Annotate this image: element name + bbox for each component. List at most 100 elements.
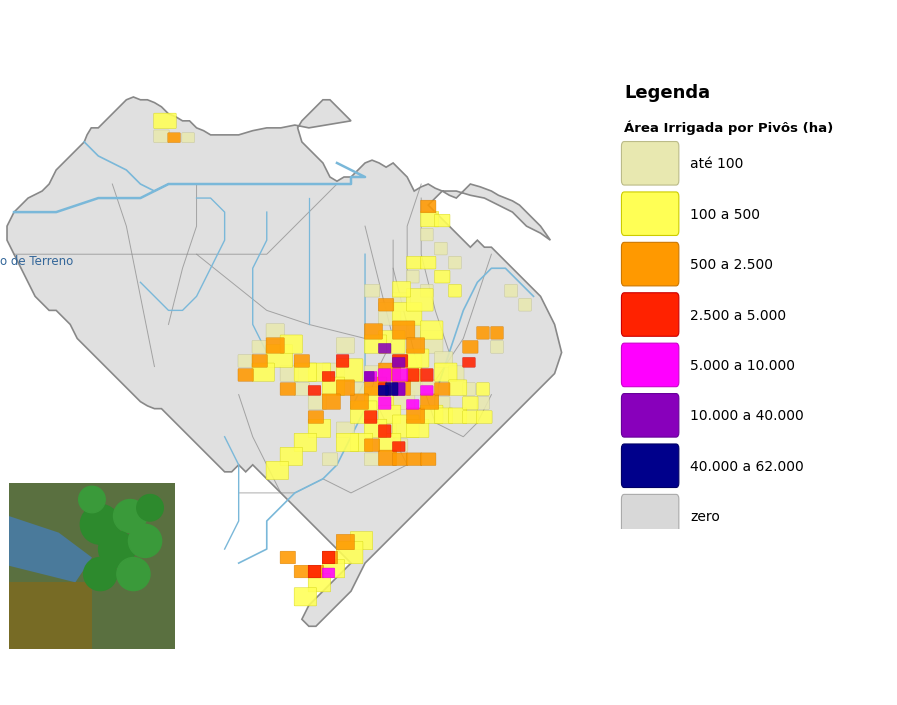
FancyBboxPatch shape <box>421 331 443 353</box>
FancyBboxPatch shape <box>309 419 331 437</box>
Polygon shape <box>9 516 91 582</box>
FancyBboxPatch shape <box>252 341 267 353</box>
FancyBboxPatch shape <box>153 130 170 142</box>
FancyBboxPatch shape <box>406 324 422 339</box>
FancyBboxPatch shape <box>309 363 331 381</box>
FancyBboxPatch shape <box>294 383 309 396</box>
FancyBboxPatch shape <box>476 383 489 396</box>
FancyBboxPatch shape <box>434 383 450 396</box>
FancyBboxPatch shape <box>392 355 408 367</box>
FancyBboxPatch shape <box>379 302 401 325</box>
FancyBboxPatch shape <box>406 270 419 283</box>
FancyBboxPatch shape <box>421 284 433 297</box>
FancyBboxPatch shape <box>168 133 180 142</box>
FancyBboxPatch shape <box>421 212 439 227</box>
FancyBboxPatch shape <box>266 461 289 479</box>
FancyBboxPatch shape <box>322 568 335 578</box>
FancyBboxPatch shape <box>622 444 679 488</box>
FancyBboxPatch shape <box>434 270 450 283</box>
FancyBboxPatch shape <box>351 394 369 410</box>
FancyBboxPatch shape <box>463 341 478 353</box>
Circle shape <box>114 499 147 533</box>
Circle shape <box>117 558 150 591</box>
FancyBboxPatch shape <box>421 405 443 424</box>
FancyBboxPatch shape <box>336 359 363 381</box>
FancyBboxPatch shape <box>364 372 374 381</box>
Text: Área Irrigada por Pivôs (ha): Área Irrigada por Pivôs (ha) <box>624 121 833 135</box>
FancyBboxPatch shape <box>309 386 321 396</box>
FancyBboxPatch shape <box>491 326 503 339</box>
FancyBboxPatch shape <box>379 383 391 396</box>
FancyBboxPatch shape <box>406 400 419 410</box>
FancyBboxPatch shape <box>351 401 377 424</box>
FancyBboxPatch shape <box>421 257 436 269</box>
FancyBboxPatch shape <box>379 450 396 465</box>
FancyBboxPatch shape <box>392 383 405 396</box>
FancyBboxPatch shape <box>336 355 349 367</box>
FancyBboxPatch shape <box>309 565 321 578</box>
FancyBboxPatch shape <box>153 113 176 128</box>
FancyBboxPatch shape <box>434 214 450 227</box>
FancyBboxPatch shape <box>252 355 267 367</box>
FancyBboxPatch shape <box>322 372 335 381</box>
FancyBboxPatch shape <box>364 366 383 381</box>
FancyBboxPatch shape <box>322 377 344 396</box>
Circle shape <box>136 494 163 521</box>
FancyBboxPatch shape <box>392 383 405 396</box>
FancyBboxPatch shape <box>379 386 391 396</box>
FancyBboxPatch shape <box>463 357 475 367</box>
FancyBboxPatch shape <box>364 372 377 381</box>
Text: 5.000 a 10.000: 5.000 a 10.000 <box>691 359 796 373</box>
FancyBboxPatch shape <box>309 565 324 578</box>
FancyBboxPatch shape <box>182 133 195 142</box>
Circle shape <box>81 505 120 544</box>
FancyBboxPatch shape <box>622 343 679 386</box>
Text: 100 a 500: 100 a 500 <box>691 208 761 222</box>
Text: o de Terreno: o de Terreno <box>0 255 74 268</box>
FancyBboxPatch shape <box>280 383 295 396</box>
FancyBboxPatch shape <box>322 453 337 465</box>
FancyBboxPatch shape <box>434 363 457 381</box>
FancyBboxPatch shape <box>280 335 302 353</box>
FancyBboxPatch shape <box>491 341 503 353</box>
FancyBboxPatch shape <box>448 408 466 424</box>
FancyBboxPatch shape <box>322 363 344 381</box>
FancyBboxPatch shape <box>622 243 679 286</box>
FancyBboxPatch shape <box>322 551 337 564</box>
FancyBboxPatch shape <box>379 369 391 381</box>
FancyBboxPatch shape <box>622 393 679 437</box>
FancyBboxPatch shape <box>406 453 422 465</box>
FancyBboxPatch shape <box>392 380 411 396</box>
FancyBboxPatch shape <box>386 383 398 396</box>
FancyBboxPatch shape <box>336 434 359 451</box>
FancyBboxPatch shape <box>392 369 408 381</box>
FancyBboxPatch shape <box>379 397 391 410</box>
FancyBboxPatch shape <box>448 284 461 297</box>
FancyBboxPatch shape <box>434 408 453 424</box>
FancyBboxPatch shape <box>252 363 274 381</box>
FancyBboxPatch shape <box>392 355 422 381</box>
Circle shape <box>128 525 161 558</box>
FancyBboxPatch shape <box>392 357 405 367</box>
FancyBboxPatch shape <box>364 335 387 353</box>
FancyBboxPatch shape <box>392 439 408 451</box>
FancyBboxPatch shape <box>622 494 679 538</box>
FancyBboxPatch shape <box>448 257 461 269</box>
FancyBboxPatch shape <box>364 411 377 424</box>
FancyBboxPatch shape <box>294 588 317 606</box>
FancyBboxPatch shape <box>476 397 489 410</box>
FancyBboxPatch shape <box>448 380 466 396</box>
FancyBboxPatch shape <box>622 293 679 336</box>
FancyBboxPatch shape <box>448 366 464 381</box>
FancyBboxPatch shape <box>392 453 408 465</box>
FancyBboxPatch shape <box>364 453 379 465</box>
Bar <box>9 582 91 649</box>
FancyBboxPatch shape <box>336 380 354 396</box>
FancyBboxPatch shape <box>266 338 284 353</box>
FancyBboxPatch shape <box>392 321 415 339</box>
Text: zero: zero <box>691 510 720 525</box>
FancyBboxPatch shape <box>379 363 401 381</box>
FancyBboxPatch shape <box>336 338 354 353</box>
Circle shape <box>83 558 117 591</box>
FancyBboxPatch shape <box>392 293 411 311</box>
